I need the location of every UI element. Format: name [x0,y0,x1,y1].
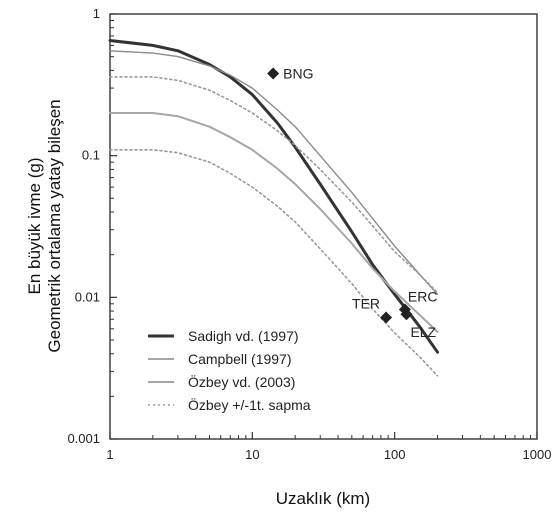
station-label-ter: TER [352,296,380,312]
station-label-elz: ELZ [410,324,436,340]
legend-label-3: Özbey +/-1t. sapma [188,396,311,413]
legend: Sadigh vd. (1997) Campbell (1997) Özbey vd… [148,328,311,413]
station-marker-elz [400,308,413,321]
ticks-layer: 1 10 100 1000 1 0.1 0.01 0.001 [67,6,551,462]
series-line-1 [109,50,439,295]
y-tick-label: 1 [93,6,100,21]
series-line-4 [109,149,439,377]
y-axis-label-line-2: Geometrik ortalama yatay bileşen [45,99,64,352]
y-tick-label: 0.001 [67,431,100,446]
station-marker-ter [380,311,393,324]
legend-label-1: Campbell (1997) [188,351,292,367]
x-tick-label: 1000 [523,447,552,462]
station-label-erc: ERC [408,289,438,305]
y-tick-label: 0.01 [75,289,100,304]
series-line-0 [108,39,439,354]
series-line-3 [109,76,439,294]
series-layer [108,39,439,377]
legend-label-2: Özbey vd. (2003) [188,373,295,390]
x-tick-label: 1 [106,447,113,462]
stations-layer: BNG TER ERC ELZ [267,66,438,340]
plot-area-frame [109,13,538,440]
x-tick-label: 10 [245,447,259,462]
x-axis-label: Uzaklık (km) [276,489,370,508]
legend-label-0: Sadigh vd. (1997) [188,328,299,344]
y-axis-label-line-1: En büyük ivme (g) [25,158,44,295]
station-label-bng: BNG [283,66,313,82]
x-tick-label: 100 [384,447,406,462]
y-tick-label: 0.1 [82,148,100,163]
station-marker-bng [267,67,280,80]
series-line-2 [109,112,439,333]
